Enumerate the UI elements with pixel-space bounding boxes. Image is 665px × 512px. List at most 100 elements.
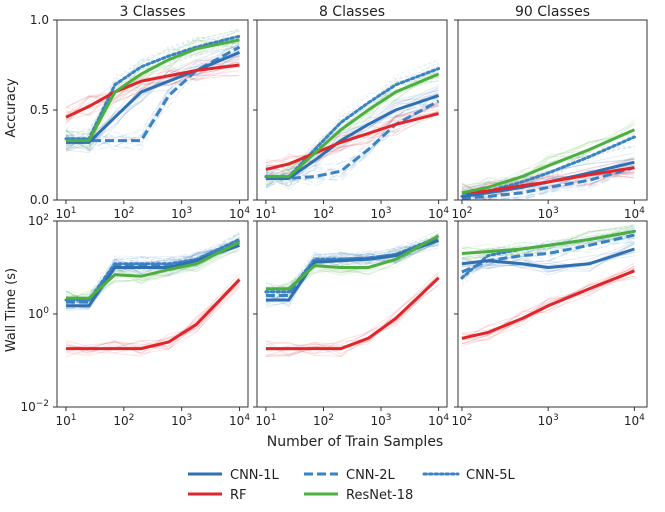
trace-cnn-2l [461,237,635,271]
trace-cnn-5l [461,235,635,278]
series-line-resnet-18 [461,229,635,255]
legend: CNN-1L CNN-2L CNN-5L RF ResNet-18 [188,468,515,503]
trace-cnn-2l [65,247,240,308]
trace-cnn-5l [65,36,240,138]
y-tick-label: 102 [28,213,49,228]
trace-cnn-2l [461,232,635,272]
trace-cnn-2l [65,51,240,151]
y-axis-label-walltime: Wall Time (s) [4,268,19,352]
legend-item-resnet-18: ResNet-18 [304,488,413,503]
trace-cnn-2l [265,94,439,182]
trace-cnn-5l [65,239,240,301]
trace-resnet-18 [265,233,439,295]
trace-cnn-2l [65,54,240,151]
trace-rf [265,278,439,357]
trace-cnn-1l [65,49,240,152]
trace-rf [265,276,439,351]
trace-cnn-5l [65,240,240,304]
trace-cnn-5l [265,76,439,187]
trace-cnn-2l [65,237,240,300]
trace-resnet-18 [265,241,439,288]
trace-rf [461,268,635,341]
y-tick-label: 1.0 [30,13,49,27]
trace-cnn-2l [65,51,240,145]
legend-label: ResNet-18 [346,488,413,503]
trace-rf [65,284,240,351]
legend-item-cnn-1l: CNN-1L [188,468,279,483]
trace-resnet-18 [461,225,635,262]
panel-3: 90 Classes 102 103 104 [451,4,648,221]
trace-rf [65,59,240,116]
series-line-resnet-18 [265,234,440,291]
series-line-rf [265,276,440,351]
x-tick-label: 103 [171,206,192,221]
trace-cnn-2l [265,245,439,303]
trace-cnn-2l [65,242,240,310]
trace-cnn-5l [265,234,439,289]
x-tick-label: 102 [451,413,472,428]
trace-cnn-2l [65,245,240,300]
x-tick-label: 103 [371,206,392,221]
trace-cnn-5l [461,227,635,282]
x-tick-label: 104 [229,413,250,428]
legend-label: RF [230,488,247,503]
panel-6: 102 103 104 [451,220,648,428]
x-tick-label: 102 [113,206,134,221]
trace-rf [461,276,635,345]
trace-cnn-5l [265,242,439,298]
trace-rf [65,70,240,109]
y-tick-label: 0.0 [30,193,49,207]
trace-resnet-18 [65,40,240,150]
trace-cnn-5l [461,147,635,200]
series-line-rf [461,269,635,340]
series-line-resnet-18 [66,38,240,143]
series-line-cnn-1l [265,94,440,180]
trace-cnn-2l [65,38,240,142]
series-line-cnn-1l [265,239,440,302]
series-line-rf [265,112,439,171]
trace-cnn-2l [265,236,439,291]
trace-cnn-5l [265,76,439,182]
x-tick-label: 103 [538,206,559,221]
trace-cnn-1l [65,245,240,310]
trace-rf [265,108,439,180]
x-tick-label: 101 [255,206,276,221]
panel-title: 8 Classes [319,4,385,20]
trace-cnn-2l [461,240,635,280]
trace-cnn-1l [265,102,439,175]
trace-rf [265,106,439,171]
x-tick-label: 104 [229,206,250,221]
trace-cnn-2l [265,89,439,183]
trace-rf [461,270,635,334]
trace-cnn-1l [461,249,635,269]
trace-rf [65,59,240,116]
trace-resnet-18 [461,228,635,254]
trace-cnn-2l [65,56,240,147]
trace-cnn-5l [65,238,240,303]
series-line-cnn-1l [461,247,635,270]
trace-cnn-5l [265,67,439,174]
trace-rf [265,283,439,358]
x-tick-label: 102 [313,206,334,221]
trace-cnn-1l [461,158,635,189]
trace-cnn-1l [65,53,240,150]
trace-cnn-2l [65,236,240,310]
trace-cnn-2l [461,164,635,200]
panel-2: 8 Classes 101 102 103 104 [253,4,449,221]
trace-cnn-5l [65,36,240,135]
trace-cnn-2l [65,232,240,304]
trace-cnn-1l [65,43,240,154]
trace-cnn-2l [65,55,240,151]
trace-rf [65,286,240,352]
x-tick-label: 103 [371,413,392,428]
trace-resnet-18 [65,46,240,136]
plot-area [264,58,441,190]
x-tick-label: 104 [624,413,645,428]
series-line-resnet-18 [66,240,241,300]
panel-5: 101 102 103 104 [253,220,449,428]
trace-rf [461,267,635,345]
trace-cnn-5l [461,232,635,285]
trace-cnn-2l [461,166,635,200]
series-line-cnn-2l [461,166,635,200]
